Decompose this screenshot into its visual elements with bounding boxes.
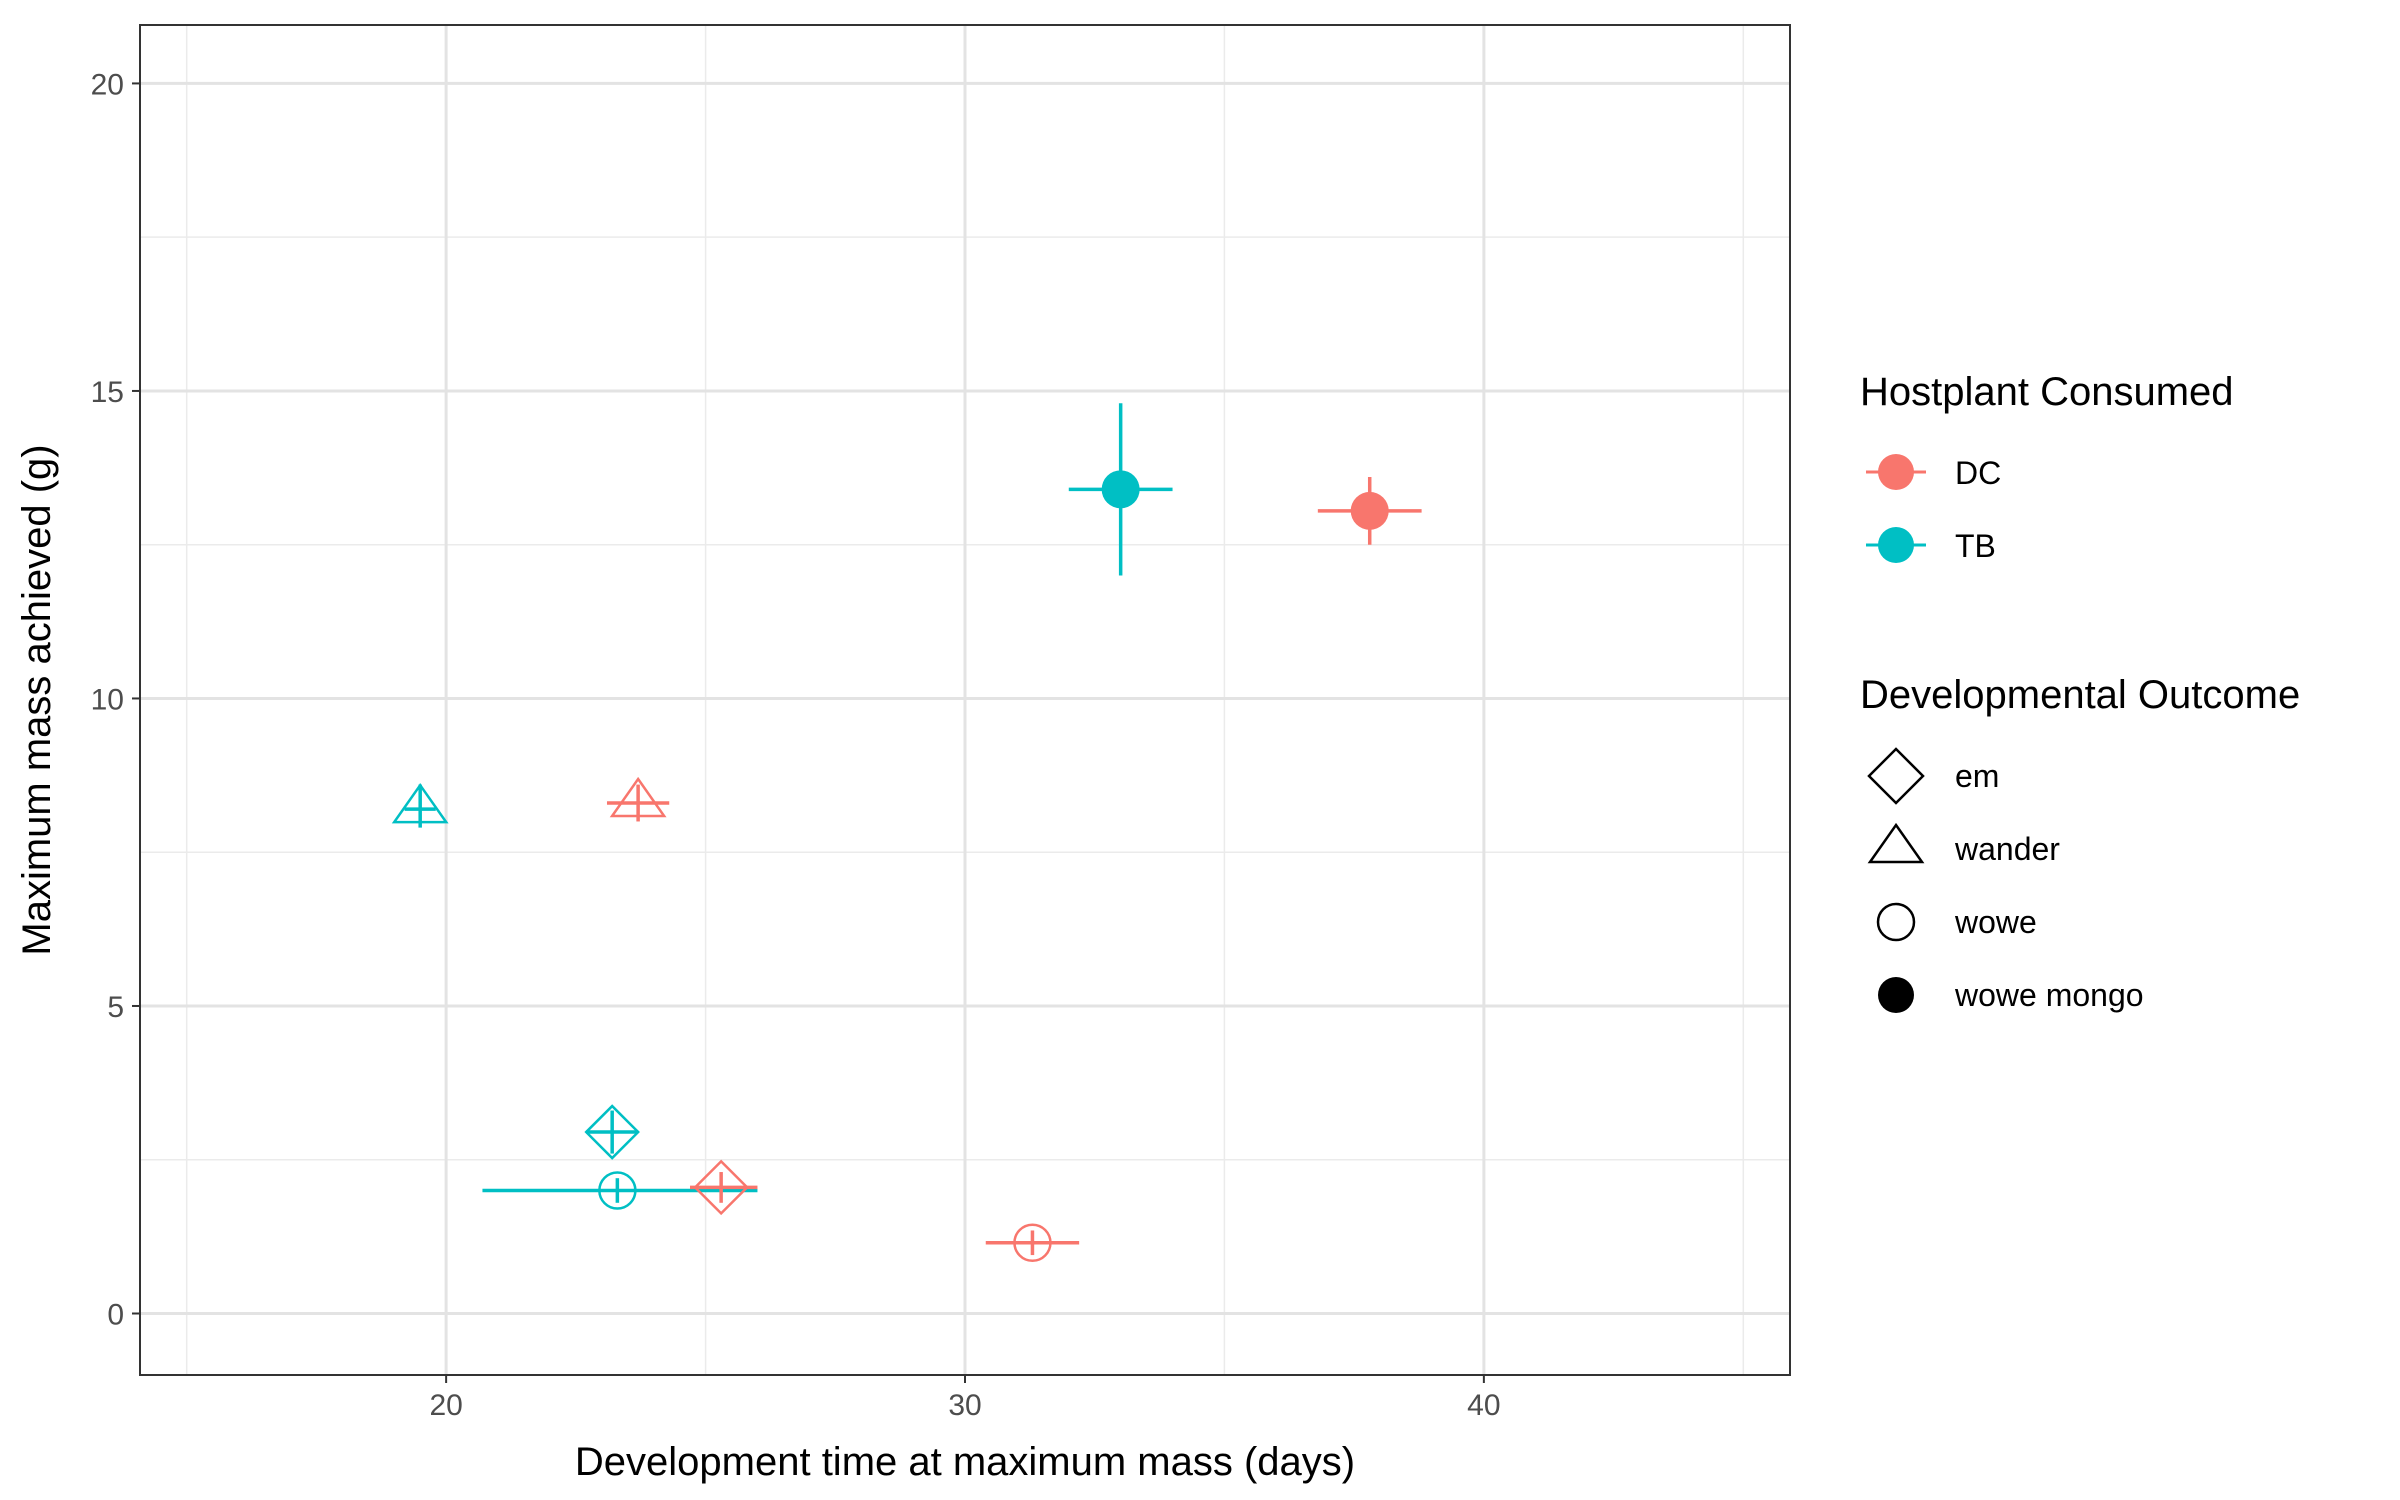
legend-hostplant-title: Hostplant Consumed <box>1860 370 2234 414</box>
point-filled-circle-dc-wowe-mongo <box>1350 491 1389 530</box>
point-triangle-tb-wander <box>391 782 449 824</box>
legend-outcome-title: Developmental Outcome <box>1860 673 2300 717</box>
legend-item-dc: DC <box>1866 454 2001 491</box>
point-circle-dc-wowe <box>1013 1223 1052 1263</box>
legend-wowe-mongo-label: wowe mongo <box>1954 977 2144 1013</box>
legend-item-tb: TB <box>1866 527 1996 564</box>
grid <box>140 25 1790 1375</box>
legend-item-wowe-mongo: wowe mongo <box>1878 977 2144 1013</box>
y-axis-title: Maximum mass achieved (g) <box>15 444 59 955</box>
y-tick-label: 5 <box>107 991 124 1024</box>
legend-outcome: Developmental Outcome em wander wowe wow… <box>1860 673 2300 1013</box>
point-diamond-dc-em <box>693 1159 749 1216</box>
point-group-dc-wowe-mongo <box>1317 477 1422 545</box>
axes: 20 30 40 0 5 10 15 20 <box>91 68 1501 1422</box>
point-filled-circle-tb-wowe-mongo <box>1101 470 1140 509</box>
legend-wander-label: wander <box>1954 831 2060 867</box>
data-marks <box>391 403 1422 1263</box>
legend-dc-label: DC <box>1955 455 2001 491</box>
legend-item-wander: wander <box>1867 822 2060 867</box>
x-axis-title: Development time at maximum mass (days) <box>575 1440 1355 1484</box>
legend-item-em: em <box>1867 747 1999 805</box>
legend-em-label: em <box>1955 758 1999 794</box>
legend-dc-key-point <box>1878 454 1914 490</box>
point-circle-tb-wowe <box>598 1171 637 1210</box>
x-tick-label: 20 <box>429 1389 462 1422</box>
point-diamond-tb-em <box>584 1104 640 1160</box>
point-group-dc-wowe <box>985 1223 1080 1263</box>
y-tick-label: 10 <box>91 683 124 716</box>
y-tick-label: 15 <box>91 376 124 409</box>
point-group-tb-wander <box>391 782 449 828</box>
legend-item-wowe: wowe <box>1876 902 2037 942</box>
x-tick-label: 40 <box>1467 1389 1500 1422</box>
legend-tb-label: TB <box>1955 528 1996 564</box>
legend-em-diamond-icon <box>1867 747 1925 805</box>
x-tick-label: 30 <box>948 1389 981 1422</box>
point-group-dc-wander <box>606 776 670 822</box>
y-tick-label: 20 <box>91 68 124 101</box>
point-group-dc-em <box>690 1159 758 1216</box>
legend-tb-key-point <box>1878 527 1914 563</box>
legend-wowe-circle-icon <box>1876 902 1916 942</box>
legend-wowe-mongo-filled-circle-icon <box>1878 977 1914 1013</box>
point-group-tb-wowe <box>482 1171 758 1210</box>
point-group-tb-wowe-mongo <box>1068 403 1173 576</box>
y-tick-label: 0 <box>107 1298 124 1331</box>
legend-wowe-label: wowe <box>1954 904 2037 940</box>
point-triangle-dc-wander <box>609 776 667 818</box>
legend-hostplant: Hostplant Consumed DC TB <box>1860 370 2234 564</box>
point-group-tb-em <box>584 1104 640 1160</box>
legend-wander-triangle-icon <box>1867 822 1925 864</box>
